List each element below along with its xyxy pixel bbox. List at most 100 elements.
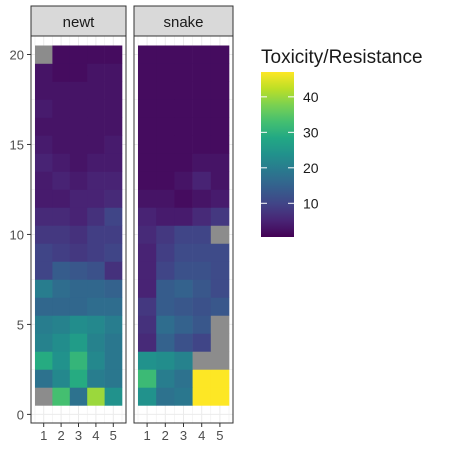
heatmap-cell [210, 207, 230, 226]
y-axis: 0 5 10 15 20 [10, 47, 31, 422]
heatmap-cell [210, 315, 230, 334]
heatmap-cell [104, 243, 123, 262]
heatmap-cell [87, 369, 105, 388]
heatmap-cell [35, 63, 53, 82]
heatmap-cell [104, 369, 123, 388]
heatmap-cell [192, 387, 212, 406]
heatmap-cell [35, 351, 53, 370]
heatmap-cell [174, 225, 193, 244]
legend: Toxicity/Resistance 10 20 30 40 [261, 47, 423, 237]
heatmap-cell [156, 45, 175, 64]
heatmap-cell [156, 261, 175, 280]
y-tick-label: 15 [10, 137, 24, 152]
heatmap-cell [210, 63, 230, 82]
heatmap-cell [210, 99, 230, 118]
heatmap-cell [87, 99, 105, 118]
heatmap-cell [35, 369, 53, 388]
heatmap-cell [69, 351, 88, 370]
facet-label-snake: snake [163, 14, 203, 31]
heatmap-cell [174, 171, 193, 190]
heatmap-cell [87, 279, 105, 298]
heatmap-cell [52, 81, 71, 100]
heatmap-cell [156, 81, 175, 100]
heatmap-cell [69, 45, 88, 64]
heatmap-cell [69, 297, 88, 316]
panel-snake [133, 35, 234, 424]
heatmap-cell [87, 135, 105, 154]
heatmap-cell [35, 279, 53, 298]
heatmap-cell [104, 225, 123, 244]
heatmap-cell [174, 99, 193, 118]
legend-ticks: 10 20 30 40 [261, 89, 319, 211]
heatmap-cell [174, 297, 193, 316]
heatmap-cell [104, 297, 123, 316]
heatmap-cell [87, 243, 105, 262]
heatmap-cell [52, 171, 71, 190]
heatmap-cell [69, 63, 88, 82]
x-tick-label: 3 [180, 428, 187, 443]
heatmap-cell [192, 135, 212, 154]
heatmap-cell [52, 189, 71, 208]
heatmap-cell [192, 369, 212, 388]
heatmap-cell [138, 297, 157, 316]
facet-strip-snake: snake [133, 5, 234, 37]
heatmap-cell [35, 315, 53, 334]
heatmap-cell [35, 297, 53, 316]
heatmap-cell [138, 63, 157, 82]
heatmap-cell [174, 135, 193, 154]
x-tick-label: 5 [216, 428, 223, 443]
heatmap-cell [87, 81, 105, 100]
heatmap-cell [104, 171, 123, 190]
heatmap-cell [35, 225, 53, 244]
heatmap-cell [52, 333, 71, 352]
heatmap-cell [210, 117, 230, 136]
facet-label-newt: newt [63, 14, 96, 31]
x-tick-label: 1 [40, 428, 47, 443]
heatmap-cell [156, 369, 175, 388]
heatmap-cell [174, 279, 193, 298]
heatmap-cell [104, 99, 123, 118]
heatmap-cell [104, 63, 123, 82]
heatmap-cell [138, 243, 157, 262]
heatmap-cell [156, 189, 175, 208]
heatmap-cell [192, 189, 212, 208]
heatmap-cell [104, 135, 123, 154]
heatmap-cell [138, 387, 157, 406]
heatmap-cell [174, 333, 193, 352]
heatmap-cell [104, 153, 123, 172]
x-tick-label: 4 [198, 428, 205, 443]
heatmap-cell [52, 261, 71, 280]
heatmap-cell [156, 243, 175, 262]
heatmap-cell [138, 81, 157, 100]
heatmap-cell [87, 297, 105, 316]
legend-colorbar [261, 72, 294, 237]
heatmap-cell [52, 63, 71, 82]
heatmap-cell [87, 261, 105, 280]
heatmap-cell [156, 279, 175, 298]
heatmap-cell [174, 45, 193, 64]
heatmap-cell [104, 45, 123, 64]
heatmap-cell [156, 351, 175, 370]
y-tick-label: 5 [17, 317, 24, 332]
heatmap-cell [174, 351, 193, 370]
heatmap-cell [35, 45, 53, 64]
heatmap-cell [138, 261, 157, 280]
heatmap-cell [138, 135, 157, 154]
heatmap-cell [52, 369, 71, 388]
heatmap-cell [156, 153, 175, 172]
legend-tick-label: 30 [303, 124, 319, 140]
heatmap-cell [156, 315, 175, 334]
heatmap-cell [35, 261, 53, 280]
heatmap-cell [104, 279, 123, 298]
heatmap-cell [69, 189, 88, 208]
heatmap-cell [156, 387, 175, 406]
heatmap-cell [138, 315, 157, 334]
heatmap-cell [87, 315, 105, 334]
y-tick-label: 20 [10, 47, 24, 62]
heatmap-cell [192, 351, 212, 370]
heatmap-cell [52, 279, 71, 298]
heatmap-cell [87, 225, 105, 244]
heatmap-cell [35, 81, 53, 100]
heatmap-cell [69, 135, 88, 154]
heatmap-cell [174, 261, 193, 280]
